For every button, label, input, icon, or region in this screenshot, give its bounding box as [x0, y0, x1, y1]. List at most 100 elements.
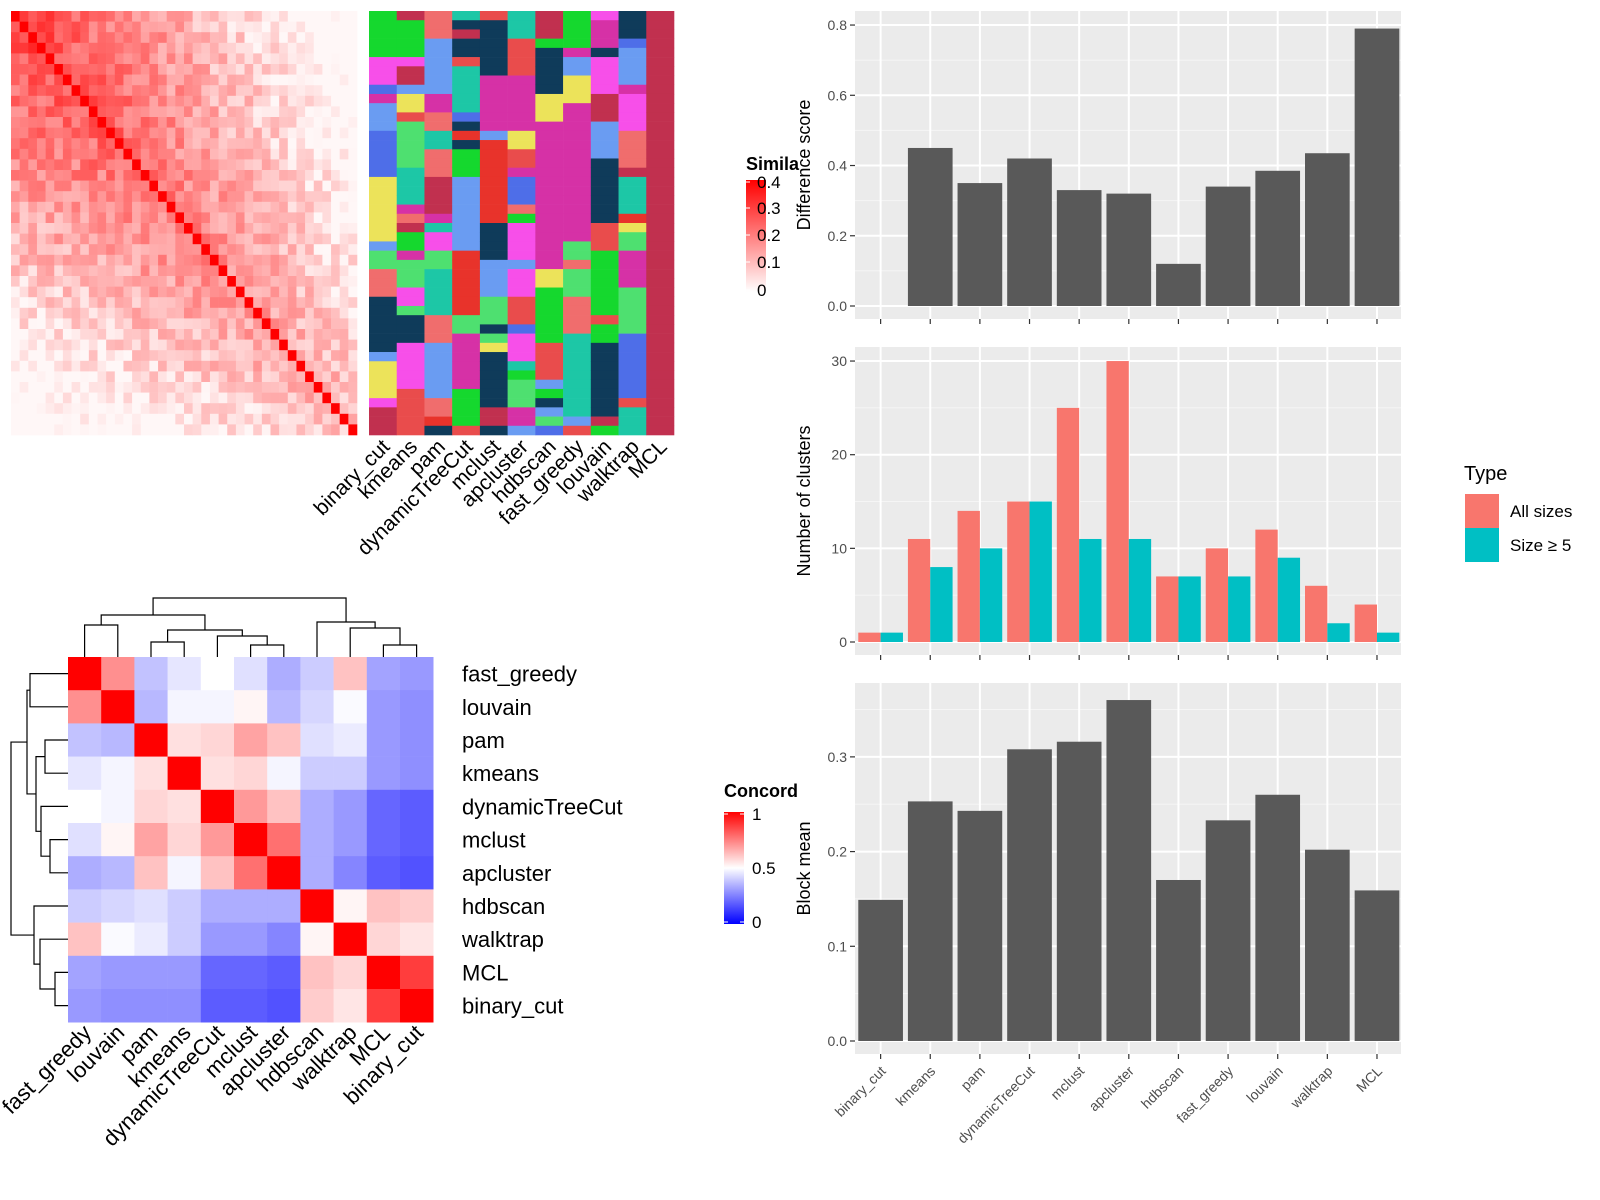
cluster-cell: [618, 269, 647, 279]
cluster-cell: [646, 112, 675, 122]
cluster-cell: [479, 425, 508, 436]
similarity-cell: [149, 11, 159, 22]
cluster-cell: [369, 47, 398, 58]
similarity-cell: [279, 42, 289, 54]
similarity-cell: [331, 350, 340, 362]
cluster-cell: [590, 176, 619, 187]
cluster-cell: [618, 11, 647, 21]
similarity-cell: [296, 53, 306, 65]
similarity-cell: [235, 286, 245, 298]
cluster-cell: [396, 167, 425, 178]
similarity-cell: [140, 212, 150, 224]
similarity-cell: [71, 191, 81, 203]
similarity-cell: [218, 244, 228, 256]
similarity-cell: [279, 297, 289, 309]
similarity-cell: [158, 201, 167, 213]
cluster-cell: [646, 352, 675, 362]
similarity-cell: [209, 329, 219, 340]
similarity-cell: [97, 276, 107, 287]
similarity-cell: [184, 191, 193, 203]
similarity-cell: [114, 382, 124, 393]
similarity-cell: [253, 265, 263, 277]
similarity-cell: [36, 233, 46, 245]
similarity-cell: [114, 233, 124, 245]
similarity-cell: [114, 201, 124, 213]
similarity-cell: [296, 191, 306, 203]
similarity-cell: [54, 276, 64, 287]
bar: [1255, 170, 1301, 306]
similarity-cell: [19, 318, 29, 330]
similarity-cell: [348, 212, 358, 224]
similarity-cell: [11, 413, 20, 425]
cluster-cell: [590, 232, 619, 242]
similarity-cell: [244, 85, 254, 97]
similarity-cell: [71, 180, 81, 192]
similarity-cell: [261, 403, 271, 415]
cluster-cell: [646, 11, 675, 21]
similarity-cell: [19, 265, 29, 277]
cluster-cell: [424, 103, 453, 113]
cluster-cell: [369, 407, 398, 417]
similarity-cell: [132, 265, 142, 277]
similarity-cell: [97, 138, 107, 150]
cluster-cell: [618, 342, 647, 353]
cluster-cell: [535, 176, 564, 187]
cluster-cell: [424, 379, 453, 390]
similarity-cell: [106, 95, 116, 107]
concordance-cell: [167, 856, 202, 890]
similarity-cell: [192, 191, 202, 203]
similarity-cell: [270, 350, 280, 362]
type-legend-title: Type: [1464, 463, 1507, 485]
cluster-cell: [396, 398, 425, 408]
similarity-cell: [305, 74, 315, 86]
similarity-cell: [339, 201, 349, 213]
concordance-cell: [200, 889, 235, 923]
similarity-cell: [235, 212, 245, 224]
cluster-cell: [563, 103, 592, 113]
similarity-cell: [270, 318, 280, 330]
similarity-cell: [253, 244, 263, 256]
similarity-cell: [54, 127, 64, 139]
similarity-cell: [201, 106, 211, 118]
similarity-cell: [158, 413, 167, 425]
similarity-cell: [339, 32, 349, 44]
similarity-cell: [201, 127, 211, 139]
similarity-cell: [140, 32, 150, 44]
similarity-cell: [71, 138, 81, 150]
similarity-cell: [331, 254, 340, 266]
cluster-cell: [424, 112, 453, 122]
similarity-cell: [149, 170, 159, 181]
cluster-cell: [479, 223, 508, 233]
similarity-cell: [235, 307, 245, 319]
similarity-cell: [106, 297, 116, 309]
similarity-cell: [192, 382, 202, 393]
similarity-cell: [62, 223, 72, 234]
similarity-cell: [11, 138, 20, 150]
similarity-cell: [192, 424, 202, 436]
similarity-cell: [227, 339, 237, 351]
similarity-cell: [296, 64, 306, 75]
similarity-cell: [88, 106, 98, 118]
similarity-cell: [28, 170, 38, 181]
similarity-cell: [313, 64, 323, 75]
similarity-cell: [97, 297, 107, 309]
y-axis-title: Number of clusters: [794, 425, 814, 576]
cluster-cell: [479, 388, 508, 399]
cluster-cell: [452, 167, 481, 178]
cluster-cell: [424, 269, 453, 279]
cluster-cell: [507, 84, 536, 95]
similarity-cell: [45, 339, 55, 351]
cluster-cell: [563, 342, 592, 353]
similarity-cell: [28, 106, 38, 118]
cluster-cell: [479, 259, 508, 270]
similarity-cell: [28, 223, 38, 234]
similarity-cell: [253, 201, 263, 213]
similarity-cell: [166, 138, 176, 150]
concordance-cell: [400, 922, 434, 957]
similarity-cell: [149, 64, 159, 75]
y-axis-title: Block mean: [794, 821, 814, 915]
similarity-cell: [261, 339, 271, 351]
cluster-cell: [646, 121, 675, 132]
similarity-cell: [19, 74, 29, 86]
cluster-cell: [507, 158, 536, 168]
